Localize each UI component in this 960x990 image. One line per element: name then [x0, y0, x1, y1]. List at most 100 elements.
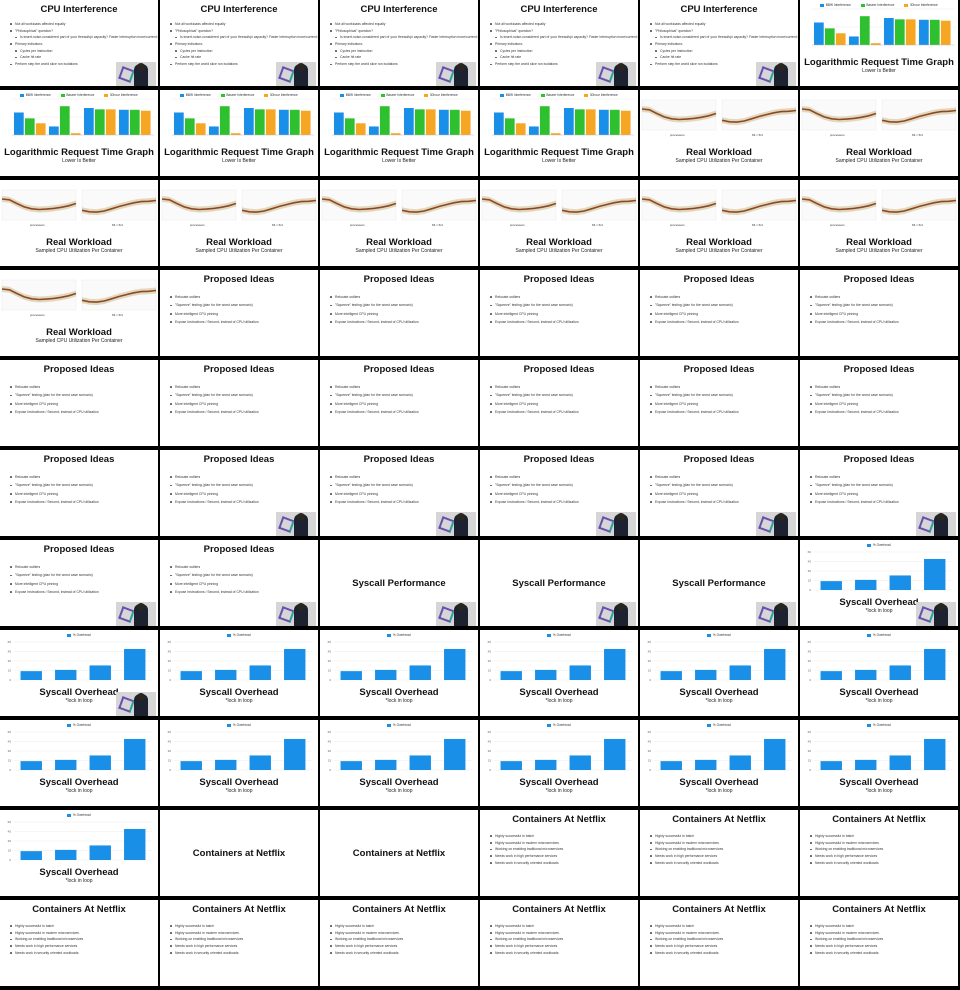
slide-thumbnail[interactable]: % Overhead 0 15 30 45 60 Syscall Overhead *lock… — [160, 630, 318, 716]
slide-thumbnail[interactable]: BBW Interference Baseer Interference 30hou… — [480, 90, 638, 176]
bullet-item: Highly successful in modern microservice… — [490, 931, 632, 935]
slide-thumbnail[interactable]: Proposed Ideas Relocate outliers "Squeeze"… — [0, 540, 158, 626]
overhead-bar — [604, 648, 626, 680]
slide-thumbnail[interactable]: Proposed Ideas Relocate outliers "Squeeze"… — [160, 450, 318, 536]
slide-thumbnail[interactable]: Syscall Performance — [320, 540, 478, 626]
slide-thumbnail[interactable]: BBW Interference Baseer Interference 30hou… — [160, 90, 318, 176]
legend-entry: Baseer Interference — [380, 93, 414, 97]
slide-thumbnail[interactable]: Proposed Ideas Relocate outliers "Squeeze"… — [480, 270, 638, 356]
slide-thumbnail[interactable]: CPU Interference Not all workloads affect… — [0, 0, 158, 86]
slide-title: Logarithmic Request Time Graph — [4, 147, 154, 158]
slide-thumbnail[interactable]: Proposed Ideas Relocate outliers "Squeeze"… — [320, 450, 478, 536]
bullet-item: "Squeeze" testing (plan for the worst ca… — [10, 573, 152, 577]
slide-title: Syscall Overhead — [679, 687, 759, 698]
slide-thumbnail[interactable]: % Overhead 0 15 30 45 60 Syscall Overhead *lock… — [0, 630, 158, 716]
slide-thumbnail[interactable]: Containers At Netflix Highly successful i… — [480, 810, 638, 896]
slide-thumbnail[interactable]: Proposed Ideas Relocate outliers "Squeeze"… — [480, 450, 638, 536]
bullet-item: Expose Instructions / Second, instead of… — [330, 410, 472, 414]
slide-thumbnail[interactable]: Proposed Ideas Relocate outliers "Squeeze"… — [0, 450, 158, 536]
slide-thumbnail[interactable]: Proposed Ideas Relocate outliers "Squeeze"… — [0, 360, 158, 446]
slide-thumbnail[interactable]: Containers At Netflix Highly successful i… — [640, 900, 798, 986]
slide-row: Proposed Ideas Relocate outliers "Squeeze"… — [0, 450, 960, 536]
slide-thumbnail[interactable]: Proposed Ideas Relocate outliers "Squeeze"… — [800, 450, 958, 536]
overhead-bar — [215, 669, 237, 680]
slide-thumbnail[interactable]: processors Mt ≈ 6/4 Real Workload Sampled C… — [800, 90, 958, 176]
slide-row: Proposed Ideas Relocate outliers "Squeeze"… — [0, 540, 960, 626]
slide-thumbnail[interactable]: Proposed Ideas Relocate outliers "Squeeze"… — [480, 360, 638, 446]
bullet-list: Not all workloads affected equally "Philo… — [10, 22, 158, 69]
y-tick-label: 0 — [809, 678, 811, 682]
slide-thumbnail[interactable]: Proposed Ideas Relocate outliers "Squeeze"… — [800, 270, 958, 356]
bar — [894, 19, 905, 45]
slide-thumbnail[interactable]: processors Mt ≈ 6/4 Real Workload Sampled C… — [0, 270, 158, 356]
bar — [905, 19, 916, 45]
slide-thumbnail[interactable]: Proposed Ideas Relocate outliers "Squeeze"… — [640, 450, 798, 536]
slide-thumbnail[interactable]: Syscall Performance — [480, 540, 638, 626]
slide-thumbnail[interactable]: Containers At Netflix Highly successful i… — [800, 810, 958, 896]
slide-thumbnail[interactable]: processors Mt ≈ 6/4 Real Workload Sampled C… — [480, 180, 638, 266]
bullet-item: Expose Instructions / Second, instead of… — [10, 590, 152, 594]
legend-entry: % Overhead — [547, 633, 571, 637]
legend-label: % Overhead — [232, 723, 251, 727]
slide-thumbnail[interactable]: Containers At Netflix Highly successful i… — [0, 900, 158, 986]
slide-thumbnail[interactable]: processors Mt ≈ 6/4 Real Workload Sampled C… — [800, 180, 958, 266]
bullet-item: Working on enabling traditional microser… — [490, 937, 632, 941]
bullet-list: Not all workloads affected equally "Philo… — [650, 22, 798, 69]
slide-thumbnail[interactable]: % Overhead 0 15 30 45 60 Syscall Overhead *lock… — [320, 720, 478, 806]
slide-thumbnail[interactable]: Containers At Netflix Highly successful i… — [480, 900, 638, 986]
slide-thumbnail[interactable]: % Overhead 0 15 30 45 60 Syscall Overhead *lock… — [640, 720, 798, 806]
legend-entry: BBW Interference — [340, 93, 371, 97]
slide-thumbnail[interactable]: CPU Interference Not all workloads affect… — [160, 0, 318, 86]
slide-thumbnail[interactable]: Proposed Ideas Relocate outliers "Squeeze"… — [640, 270, 798, 356]
slide-thumbnail[interactable]: % Overhead 0 15 30 45 60 Syscall Overhead *lock… — [480, 630, 638, 716]
slide-thumbnail[interactable]: CPU Interference Not all workloads affect… — [640, 0, 798, 86]
slide-thumbnail[interactable]: processors Mt ≈ 6/4 Real Workload Sampled C… — [640, 180, 798, 266]
slide-thumbnail[interactable]: % Overhead 0 15 30 45 60 Syscall Overhead *lock… — [320, 630, 478, 716]
slide-thumbnail[interactable]: BBW Interference Baseer Interference 30hou… — [0, 90, 158, 176]
bullet-item: Relocate outliers — [490, 475, 632, 479]
slide-thumbnail[interactable]: Containers at Netflix — [160, 810, 318, 896]
slide-thumbnail[interactable]: Proposed Ideas Relocate outliers "Squeeze"… — [640, 360, 798, 446]
speaker-head — [777, 513, 785, 521]
slide-thumbnail[interactable]: Containers At Netflix Highly successful i… — [640, 810, 798, 896]
legend-label: % Overhead — [872, 633, 891, 637]
slide-thumbnail[interactable]: % Overhead 0 15 30 45 60 Syscall Overhead *lock… — [160, 720, 318, 806]
slide-thumbnail[interactable]: CPU Interference Not all workloads affect… — [480, 0, 638, 86]
slide-thumbnail[interactable]: Proposed Ideas Relocate outliers "Squeeze"… — [160, 540, 318, 626]
slide-thumbnail[interactable]: Containers At Netflix Highly successful i… — [160, 900, 318, 986]
slide-thumbnail[interactable]: % Overhead 0 15 30 45 60 Syscall Overhead *lock… — [800, 630, 958, 716]
legend-label: 30hour Interference — [109, 93, 138, 97]
slide-thumbnail[interactable]: Containers At Netflix Highly successful i… — [800, 900, 958, 986]
slide-thumbnail[interactable]: % Overhead 0 15 30 45 60 Syscall Overhead *lock… — [800, 540, 958, 626]
slide-thumbnail[interactable]: Proposed Ideas Relocate outliers "Squeeze"… — [160, 360, 318, 446]
slide-thumbnail[interactable]: % Overhead 0 15 30 45 60 Syscall Overhead *lock… — [480, 720, 638, 806]
overhead-bar — [409, 665, 431, 680]
slide-thumbnail[interactable]: Containers at Netflix — [320, 810, 478, 896]
utilization-median-line — [801, 108, 877, 121]
bullet-item: Highly successful in modern microservice… — [810, 841, 952, 845]
slide-thumbnail[interactable]: BBW Interference Baseer Interference 30hou… — [320, 90, 478, 176]
slide-thumbnail[interactable]: processors Mt ≈ 6/4 Real Workload Sampled C… — [160, 180, 318, 266]
slide-thumbnail[interactable]: CPU Interference Not all workloads affect… — [320, 0, 478, 86]
slide-thumbnail[interactable]: Proposed Ideas Relocate outliers "Squeeze"… — [800, 360, 958, 446]
cpu-utilization-charts — [641, 99, 797, 131]
bullet-item: Relocate outliers — [10, 385, 152, 389]
slide-thumbnail[interactable]: Syscall Performance — [640, 540, 798, 626]
slide-thumbnail[interactable]: % Overhead 0 15 30 45 60 Syscall Overhead *lock… — [640, 630, 798, 716]
bullet-item: Needs work in high performance services — [650, 944, 792, 948]
overhead-bar — [55, 669, 77, 680]
slide-thumbnail[interactable]: Containers At Netflix Highly successful i… — [320, 900, 478, 986]
slide-thumbnail[interactable]: processors Mt ≈ 6/4 Real Workload Sampled C… — [0, 180, 158, 266]
slide-thumbnail[interactable]: Proposed Ideas Relocate outliers "Squeeze"… — [160, 270, 318, 356]
bullet-item: Relocate outliers — [490, 385, 632, 389]
slide-thumbnail[interactable]: BBW Interference Baseer Interference 30hou… — [800, 0, 958, 86]
slide-thumbnail[interactable]: % Overhead 0 15 30 45 60 Syscall Overhead *lock… — [800, 720, 958, 806]
slide-thumbnail[interactable]: % Overhead 0 15 30 45 60 Syscall Overhead *lock… — [0, 720, 158, 806]
slide-thumbnail[interactable]: processors Mt ≈ 6/4 Real Workload Sampled C… — [320, 180, 478, 266]
slide-thumbnail[interactable]: Proposed Ideas Relocate outliers "Squeeze"… — [320, 360, 478, 446]
slide-thumbnail[interactable]: processors Mt ≈ 6/4 Real Workload Sampled C… — [640, 90, 798, 176]
bullet-item: More intelligent CPU pinning — [490, 492, 632, 496]
slide-thumbnail[interactable]: Proposed Ideas Relocate outliers "Squeeze"… — [320, 270, 478, 356]
slide-thumbnail[interactable]: % Overhead 0 15 30 45 60 Syscall Overhead *lock… — [0, 810, 158, 896]
slide-title: Containers At Netflix — [512, 814, 606, 825]
